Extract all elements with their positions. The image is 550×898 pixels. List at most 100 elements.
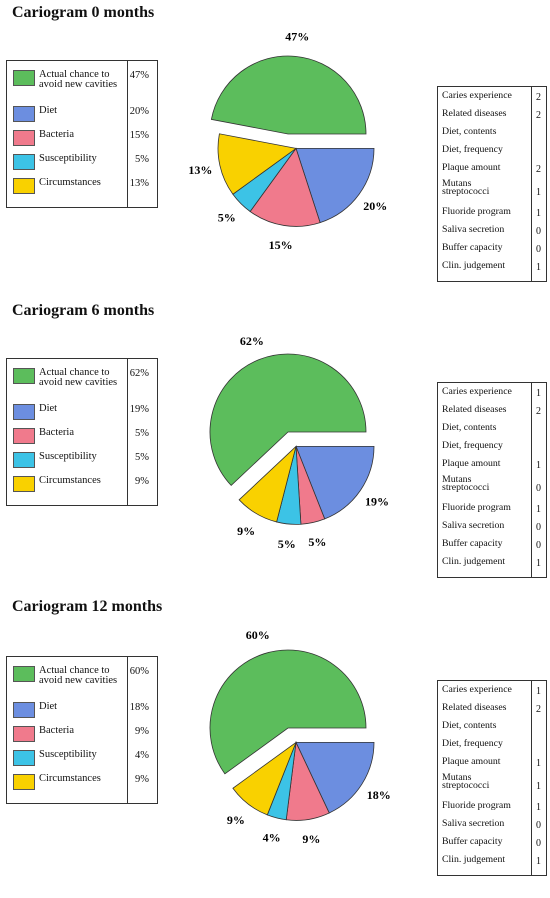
legend-value: 13% (129, 178, 149, 189)
factor-row-plaque-amount: Plaque amount 2 (438, 161, 546, 179)
legend-label: Susceptibility (39, 451, 97, 462)
factor-label: Mutans streptococci (442, 474, 490, 493)
legend-divider (127, 61, 128, 207)
legend: Actual chance to avoid new cavities 47% Di… (6, 60, 158, 208)
factor-row-diet-contents: Diet, contents (438, 125, 546, 143)
factor-table-divider (531, 383, 532, 577)
risk-factor-table: Caries experience 1 Related diseases 2 Diet,… (437, 680, 547, 876)
legend-item-actual-chance-to-avoid-new-cavities: Actual chance to avoid new cavities 60% (7, 665, 157, 686)
pie-value-label: 9% (237, 524, 255, 538)
factor-label: Caries experience (442, 684, 512, 695)
factor-value: 1 (536, 686, 541, 697)
factor-row-buffer-capacity: Buffer capacity 0 (438, 835, 546, 853)
legend-swatch (13, 428, 35, 444)
factor-value: 1 (536, 856, 541, 867)
factor-row-fluoride-program: Fluoride program 1 (438, 799, 546, 817)
factor-row-clin-judgement: Clin. judgement 1 (438, 853, 546, 871)
pie-value-label: 13% (188, 163, 212, 177)
legend-item-bacteria: Bacteria 5% (7, 427, 157, 447)
factor-value: 1 (536, 187, 541, 198)
cariogram-panel-1: Cariogram 6 months Actual chance to avoi… (0, 302, 550, 602)
factor-label: Fluoride program (442, 206, 511, 217)
factor-label: Diet, frequency (442, 738, 503, 749)
legend-swatch (13, 750, 35, 766)
pie-slice-circumstances (232, 741, 297, 816)
factor-value: 1 (536, 758, 541, 769)
legend-swatch (13, 666, 35, 682)
factor-row-fluoride-program: Fluoride program 1 (438, 205, 546, 223)
legend-swatch (13, 178, 35, 194)
legend-swatch (13, 452, 35, 468)
factor-label: Plaque amount (442, 162, 501, 173)
legend-label: Actual chance to avoid new cavities (39, 665, 118, 686)
factor-row-related-diseases: Related diseases 2 (438, 701, 546, 719)
factor-row-caries-experience: Caries experience 1 (438, 683, 546, 701)
factor-value: 1 (536, 558, 541, 569)
legend-label: Circumstances (39, 475, 101, 486)
legend-label: Bacteria (39, 129, 74, 140)
factor-value: 1 (536, 262, 541, 273)
legend-item-diet: Diet 18% (7, 701, 157, 721)
factor-value: 1 (536, 802, 541, 813)
factor-label: Diet, contents (442, 126, 497, 137)
legend-label: Actual chance to avoid new cavities (39, 367, 118, 388)
legend-swatch (13, 774, 35, 790)
legend-item-susceptibility: Susceptibility 4% (7, 749, 157, 769)
legend-swatch (13, 476, 35, 492)
factor-row-saliva-secretion: Saliva secretion 0 (438, 817, 546, 835)
factor-label: Buffer capacity (442, 538, 503, 549)
factor-label: Diet, frequency (442, 144, 503, 155)
legend-swatch (13, 368, 35, 384)
legend-swatch (13, 404, 35, 420)
legend-swatch (13, 154, 35, 170)
factor-value: 0 (536, 226, 541, 237)
factor-row-mutans-streptococci: Mutans streptococci 0 (438, 475, 546, 501)
legend-label: Susceptibility (39, 749, 97, 760)
legend-value: 5% (135, 154, 149, 165)
legend-divider (127, 657, 128, 803)
pie-value-label: 19% (365, 494, 389, 508)
factor-label: Diet, frequency (442, 440, 503, 451)
legend-value: 9% (135, 476, 149, 487)
factor-label: Clin. judgement (442, 260, 506, 271)
factor-row-buffer-capacity: Buffer capacity 0 (438, 241, 546, 259)
factor-label: Buffer capacity (442, 836, 503, 847)
pie-value-label: 9% (227, 813, 245, 827)
factor-row-diet-contents: Diet, contents (438, 719, 546, 737)
factor-label: Fluoride program (442, 502, 511, 513)
legend-label: Bacteria (39, 725, 74, 736)
factor-value: 0 (536, 540, 541, 551)
factor-label: Buffer capacity (442, 242, 503, 253)
legend-swatch (13, 106, 35, 122)
factor-label: Saliva secretion (442, 520, 505, 531)
legend-label: Diet (39, 403, 58, 414)
legend-item-diet: Diet 19% (7, 403, 157, 423)
chart-title: Cariogram 0 months (12, 4, 155, 21)
factor-row-clin-judgement: Clin. judgement 1 (438, 259, 546, 277)
pie-value-label: 20% (363, 199, 387, 213)
factor-row-related-diseases: Related diseases 2 (438, 107, 546, 125)
factor-label: Plaque amount (442, 458, 501, 469)
factor-row-diet-frequency: Diet, frequency (438, 143, 546, 161)
pie-value-label: 5% (278, 537, 296, 551)
legend-item-diet: Diet 20% (7, 105, 157, 125)
legend-label: Actual chance to avoid new cavities (39, 69, 118, 90)
factor-label: Fluoride program (442, 800, 511, 811)
legend: Actual chance to avoid new cavities 60% Di… (6, 656, 158, 804)
legend-item-bacteria: Bacteria 15% (7, 129, 157, 149)
factor-row-diet-frequency: Diet, frequency (438, 737, 546, 755)
legend-item-actual-chance-to-avoid-new-cavities: Actual chance to avoid new cavities 62% (7, 367, 157, 388)
factor-row-plaque-amount: Plaque amount 1 (438, 457, 546, 475)
factor-label: Mutans streptococci (442, 178, 490, 197)
pie-chart: 47% 20% 15% 5% 13% (188, 29, 387, 252)
legend-item-bacteria: Bacteria 9% (7, 725, 157, 745)
pie-value-label: 5% (218, 211, 236, 225)
factor-value: 0 (536, 820, 541, 831)
legend-value: 9% (135, 774, 149, 785)
cariogram-panel-0: Cariogram 0 months Actual chance to avoi… (0, 4, 550, 304)
legend-item-actual-chance-to-avoid-new-cavities: Actual chance to avoid new cavities 47% (7, 69, 157, 90)
pie-chart: 60% 18% 9% 4% 9% (209, 628, 391, 846)
legend-swatch (13, 726, 35, 742)
pie-slice-diet (295, 446, 375, 520)
factor-value: 1 (536, 781, 541, 792)
